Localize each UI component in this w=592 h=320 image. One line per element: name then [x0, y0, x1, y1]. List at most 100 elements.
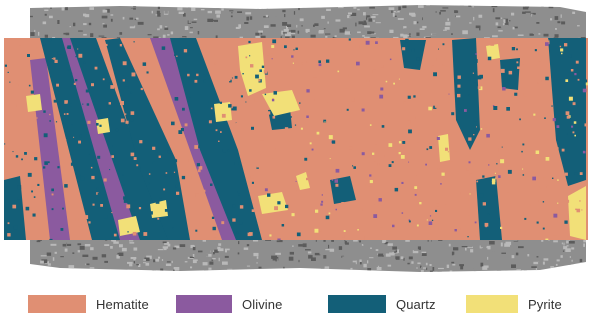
speckle — [493, 106, 498, 110]
speckle — [413, 95, 416, 98]
speckle — [176, 191, 180, 195]
core-texture-grain — [406, 35, 412, 37]
core-texture-grain — [369, 6, 375, 9]
core-texture-grain — [355, 8, 357, 12]
speckle — [400, 155, 405, 159]
core-texture-grain — [531, 266, 537, 268]
speckle — [348, 38, 351, 41]
core-texture-grain — [465, 247, 467, 251]
speckle — [124, 113, 127, 115]
core-texture-grain — [512, 26, 515, 30]
speckle — [396, 106, 401, 111]
speckle — [250, 175, 255, 179]
speckle — [202, 189, 206, 193]
core-texture-grain — [473, 270, 477, 272]
speckle — [535, 238, 537, 240]
core-texture-grain — [324, 266, 330, 269]
core-texture-grain — [46, 252, 52, 256]
speckle — [275, 237, 278, 240]
core-texture-grain — [367, 271, 370, 272]
core-texture-grain — [219, 32, 223, 36]
speckle — [564, 220, 568, 224]
speckle — [79, 174, 81, 176]
quartz-swatch — [328, 295, 386, 313]
core-texture-grain — [287, 30, 292, 32]
core-texture-grain — [127, 261, 133, 264]
speckle — [87, 232, 90, 234]
core-texture-grain — [378, 244, 381, 247]
core-texture-grain — [480, 262, 484, 267]
speckle — [496, 163, 498, 165]
core-texture-grain — [313, 264, 319, 268]
speckle — [75, 79, 78, 82]
core-texture-grain — [72, 252, 75, 254]
speckle — [291, 213, 295, 217]
speckle — [191, 175, 196, 180]
core-texture-grain — [173, 267, 180, 271]
speckle — [343, 230, 346, 232]
core-texture-grain — [54, 251, 57, 254]
core-texture-grain — [505, 270, 510, 272]
core-texture-grain — [133, 247, 138, 251]
core-texture-grain — [366, 7, 369, 10]
speckle — [454, 232, 458, 236]
speckle — [196, 73, 199, 77]
core-texture-grain — [239, 36, 243, 40]
speckle — [466, 167, 470, 171]
core-texture-grain — [463, 268, 469, 270]
speckle — [148, 182, 150, 185]
speckle — [584, 123, 588, 127]
core-texture-grain — [503, 22, 507, 25]
speckle — [167, 150, 171, 154]
core-texture-grain — [184, 5, 190, 7]
speckle — [240, 95, 243, 98]
core-texture-grain — [299, 18, 304, 22]
speckle — [136, 164, 139, 167]
core-texture-grain — [258, 266, 262, 269]
core-texture-grain — [301, 25, 303, 27]
speckle — [468, 161, 471, 164]
core-texture-grain — [420, 20, 426, 22]
speckle — [140, 87, 143, 91]
speckle — [394, 187, 399, 192]
speckle — [417, 187, 422, 191]
core-texture-grain — [492, 35, 498, 38]
speckle — [231, 108, 234, 111]
core-texture-grain — [333, 261, 337, 263]
speckle — [163, 188, 166, 191]
speckle — [12, 204, 17, 209]
speckle — [300, 127, 303, 130]
speckle — [316, 131, 320, 135]
speckle — [483, 64, 486, 67]
core-texture-grain — [571, 247, 575, 250]
speckle — [48, 38, 52, 42]
core-texture-grain — [171, 260, 173, 264]
core-texture-grain — [45, 264, 48, 266]
speckle — [293, 224, 297, 228]
core-texture-grain — [416, 32, 420, 36]
core-texture-grain — [357, 31, 361, 34]
speckle — [477, 86, 481, 90]
speckle — [519, 212, 524, 216]
core-texture-grain — [119, 32, 123, 35]
core-texture-grain — [351, 270, 358, 272]
speckle — [401, 181, 404, 184]
speckle — [123, 196, 127, 200]
core-texture-grain — [50, 243, 57, 246]
speckle — [555, 186, 559, 190]
speckle — [178, 130, 183, 134]
speckle — [125, 120, 129, 124]
speckle — [36, 117, 38, 119]
speckle — [164, 174, 168, 177]
core-texture-grain — [486, 245, 491, 250]
speckle — [13, 225, 18, 230]
speckle — [421, 200, 424, 203]
core-texture-grain — [215, 7, 220, 11]
core-texture-grain — [108, 6, 111, 10]
core-texture-grain — [285, 36, 290, 39]
core-texture-grain — [428, 239, 432, 243]
core-texture-grain — [587, 34, 590, 38]
speckle — [245, 101, 247, 103]
speckle — [340, 99, 344, 102]
core-texture-grain — [169, 252, 171, 256]
